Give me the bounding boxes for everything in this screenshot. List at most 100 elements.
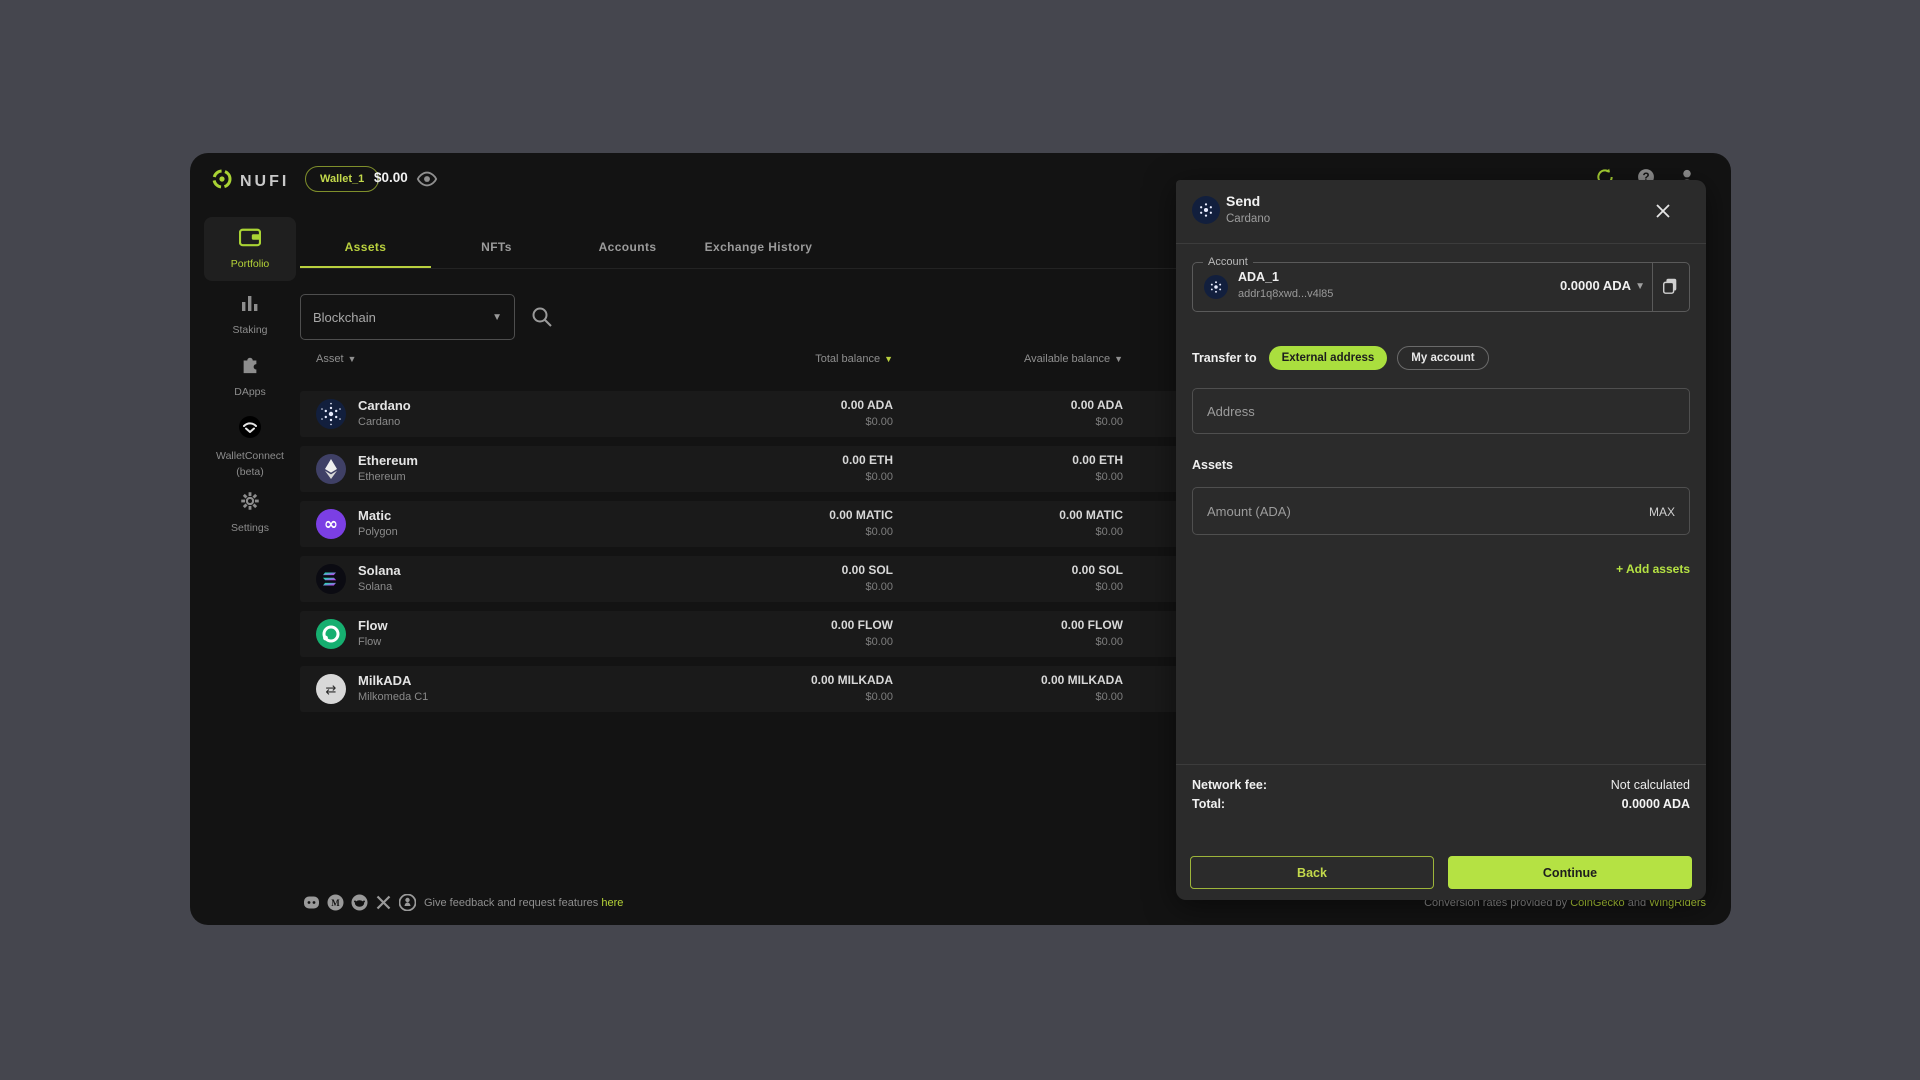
flow-icon: [316, 619, 346, 649]
account-select[interactable]: Account ADA_1 addr1q8xwd...v4l85 0.0000 …: [1192, 256, 1690, 312]
max-button[interactable]: MAX: [1648, 505, 1675, 519]
copy-address-icon[interactable]: [1661, 277, 1681, 297]
available-balance: 0.00 ETH: [1072, 453, 1123, 467]
svg-text:⇄: ⇄: [326, 683, 337, 698]
total-balance-usd: $0.00: [865, 416, 893, 428]
feedback-link[interactable]: here: [601, 897, 624, 909]
amount-field: MAX: [1192, 487, 1690, 535]
bar-chart-icon: [240, 293, 260, 318]
sidebar-item-walletconnect[interactable]: WalletConnect (beta): [204, 415, 296, 481]
total-balance: 0.00 MILKADA: [810, 673, 893, 687]
asset-network: Cardano: [358, 416, 401, 428]
total-balance-usd: $0.00: [865, 636, 893, 648]
sort-icon-active: ▼: [884, 354, 893, 364]
total-label: Total:: [1192, 797, 1226, 811]
brand-name: NUFI: [240, 172, 290, 190]
nufi-logo[interactable]: NUFI: [212, 169, 289, 194]
asset-name: Solana: [358, 563, 401, 578]
total-value: 0.0000 ADA: [1621, 797, 1690, 811]
asset-network: Flow: [358, 636, 382, 648]
total-balance: 0.00 FLOW: [830, 618, 893, 632]
walletconnect-icon: [238, 415, 262, 444]
discord-icon[interactable]: [303, 894, 320, 911]
sidebar-item-label: DApps: [234, 386, 266, 398]
total-balance: 0.00 ADA: [840, 398, 893, 412]
wingriders-link[interactable]: WingRiders: [1649, 897, 1706, 909]
available-balance: 0.00 MILKADA: [1040, 673, 1123, 687]
address-field: [1192, 388, 1690, 434]
wallet-icon: [238, 227, 262, 252]
sidebar-item-dapps[interactable]: DApps: [204, 355, 296, 401]
asset-name: Ethereum: [358, 453, 418, 468]
svg-text:∞: ∞: [324, 515, 338, 535]
divider: [1176, 764, 1706, 765]
chevron-down-icon: ▼: [1635, 281, 1645, 292]
total-balance-usd: $0.00: [865, 581, 893, 593]
asset-name: MilkADA: [358, 673, 412, 688]
header-total-balance: $0.00: [374, 170, 408, 185]
gear-icon: [240, 491, 260, 516]
cardano-icon: [1192, 196, 1220, 224]
asset-network: Milkomeda C1: [358, 691, 429, 703]
account-field-label: Account: [1203, 256, 1253, 268]
tab-assets[interactable]: Assets: [300, 227, 431, 268]
total-balance: 0.00 ETH: [842, 453, 893, 467]
available-balance: 0.00 FLOW: [1060, 618, 1123, 632]
sidebar-item-label: Settings: [231, 522, 269, 534]
sidebar-item-label: Staking: [232, 324, 268, 336]
svg-text:?: ?: [1642, 171, 1649, 184]
github-icon[interactable]: [398, 893, 417, 912]
sidebar-item-label: Portfolio: [230, 258, 270, 270]
tab-nfts[interactable]: NFTs: [481, 240, 512, 254]
asset-network: Polygon: [358, 526, 398, 538]
tab-exchange-history[interactable]: Exchange History: [704, 240, 813, 254]
close-icon[interactable]: [1654, 202, 1674, 222]
available-balance: 0.00 SOL: [1071, 563, 1123, 577]
available-balance-usd: $0.00: [1095, 526, 1123, 538]
available-balance-usd: $0.00: [1095, 416, 1123, 428]
sidebar-item-portfolio[interactable]: Portfolio: [204, 217, 296, 281]
x-twitter-icon[interactable]: [375, 894, 392, 911]
column-header-available-balance[interactable]: Available balance ▼: [1024, 353, 1123, 365]
amount-input[interactable]: [1193, 488, 1689, 534]
reddit-icon[interactable]: [351, 894, 368, 911]
available-balance-usd: $0.00: [1095, 691, 1123, 703]
blockchain-filter-label: Blockchain: [313, 309, 376, 325]
modal-title: Send: [1226, 193, 1261, 209]
column-header-total-balance[interactable]: Total balance ▼: [815, 353, 893, 365]
back-button[interactable]: Back: [1190, 856, 1434, 889]
network-fee-label: Network fee:: [1192, 778, 1268, 792]
cardano-icon: [1204, 275, 1228, 299]
asset-name: Cardano: [358, 398, 411, 413]
continue-button[interactable]: Continue: [1448, 856, 1692, 889]
search-icon[interactable]: [530, 305, 554, 329]
assets-table-header: Asset ▼ Total balance ▼ Available balance ▼: [300, 353, 1706, 375]
feedback-text: Give feedback and request features here: [424, 897, 624, 909]
hide-balance-eye-icon[interactable]: [416, 168, 438, 190]
blockchain-filter-select[interactable]: Blockchain ▼: [300, 294, 515, 340]
svg-text:M: M: [331, 898, 340, 908]
modal-subtitle: Cardano: [1226, 213, 1271, 225]
sort-icon: ▼: [347, 354, 357, 364]
coingecko-link[interactable]: CoinGecko: [1570, 897, 1625, 909]
wallet-selector-chip[interactable]: Wallet_1: [305, 166, 380, 192]
sidebar-item-settings[interactable]: Settings: [204, 491, 296, 537]
tab-accounts[interactable]: Accounts: [598, 240, 657, 254]
transfer-option-external-address[interactable]: External address: [1268, 346, 1388, 370]
solana-icon: [316, 564, 346, 594]
send-modal: Send Cardano Account ADA_1: [1176, 180, 1706, 900]
asset-network: Solana: [358, 581, 393, 593]
address-input[interactable]: [1193, 389, 1689, 433]
sidebar-item-staking[interactable]: Staking: [204, 293, 296, 339]
available-balance-usd: $0.00: [1095, 581, 1123, 593]
medium-icon[interactable]: M: [327, 894, 344, 911]
total-balance-usd: $0.00: [865, 526, 893, 538]
transfer-option-my-account[interactable]: My account: [1397, 346, 1489, 370]
add-assets-link[interactable]: + Add assets: [1616, 562, 1690, 576]
account-address: addr1q8xwd...v4l85: [1238, 288, 1334, 300]
column-header-asset[interactable]: Asset ▼: [316, 353, 357, 365]
available-balance-usd: $0.00: [1095, 636, 1123, 648]
available-balance: 0.00 MATIC: [1059, 508, 1123, 522]
assets-section-label: Assets: [1192, 458, 1233, 472]
total-balance: 0.00 MATIC: [829, 508, 893, 522]
